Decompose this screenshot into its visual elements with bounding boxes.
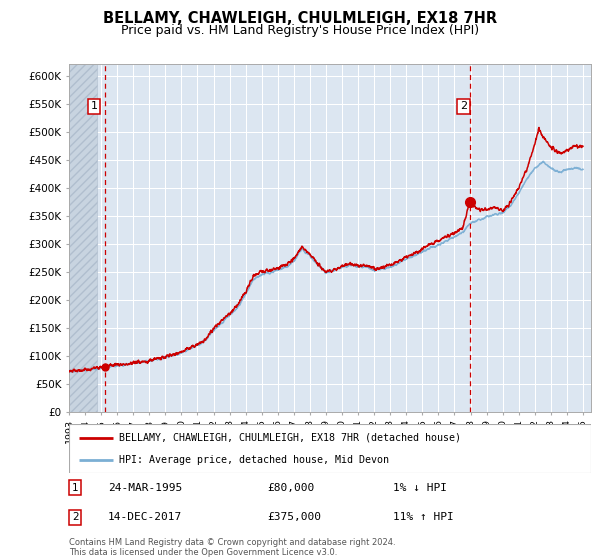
Text: 24-MAR-1995: 24-MAR-1995 [108,483,182,493]
Text: 1% ↓ HPI: 1% ↓ HPI [392,483,446,493]
Text: 1: 1 [72,483,79,493]
Text: Contains HM Land Registry data © Crown copyright and database right 2024.
This d: Contains HM Land Registry data © Crown c… [69,538,395,557]
Text: £375,000: £375,000 [268,512,322,522]
Text: BELLAMY, CHAWLEIGH, CHULMLEIGH, EX18 7HR (detached house): BELLAMY, CHAWLEIGH, CHULMLEIGH, EX18 7HR… [119,433,461,443]
Text: BELLAMY, CHAWLEIGH, CHULMLEIGH, EX18 7HR: BELLAMY, CHAWLEIGH, CHULMLEIGH, EX18 7HR [103,11,497,26]
Text: HPI: Average price, detached house, Mid Devon: HPI: Average price, detached house, Mid … [119,455,389,465]
Text: 1: 1 [91,101,97,111]
Text: 14-DEC-2017: 14-DEC-2017 [108,512,182,522]
FancyBboxPatch shape [69,424,591,473]
Text: 11% ↑ HPI: 11% ↑ HPI [392,512,454,522]
Text: 2: 2 [72,512,79,522]
Text: 2: 2 [460,101,467,111]
Text: £80,000: £80,000 [268,483,314,493]
Text: Price paid vs. HM Land Registry's House Price Index (HPI): Price paid vs. HM Land Registry's House … [121,24,479,36]
Bar [69,64,97,412]
